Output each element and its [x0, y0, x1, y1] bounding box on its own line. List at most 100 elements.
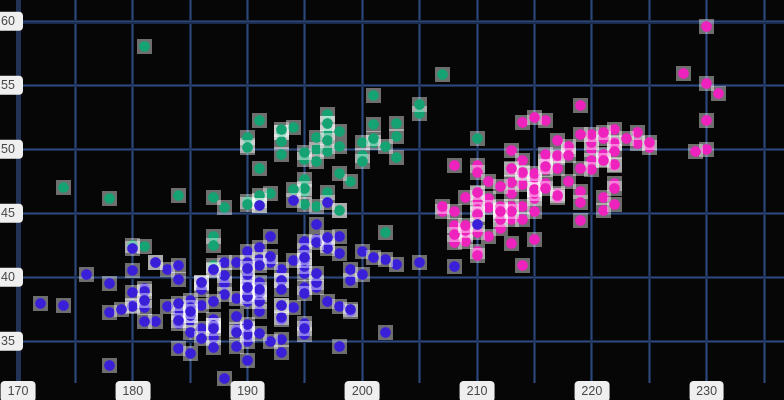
- data-point-green-cluster: [217, 200, 233, 216]
- data-point-green-cluster: [297, 145, 313, 161]
- data-point-blue-cluster: [217, 255, 233, 271]
- x-tick-label: 170: [0, 381, 36, 400]
- data-point-magenta-cluster: [572, 160, 588, 176]
- data-point-green-cluster: [343, 173, 359, 189]
- data-point-magenta-cluster: [492, 204, 508, 220]
- data-point-blue-cluster: [33, 296, 49, 312]
- data-point-magenta-cluster: [469, 247, 485, 263]
- data-point-green-cluster: [136, 238, 152, 254]
- data-point-blue-cluster: [412, 255, 428, 271]
- data-point-blue-cluster: [205, 261, 221, 277]
- data-point-magenta-cluster: [538, 113, 554, 129]
- data-point-blue-cluster: [320, 195, 336, 211]
- data-point-magenta-cluster: [538, 146, 554, 162]
- data-point-blue-cluster: [182, 324, 198, 340]
- data-point-magenta-cluster: [699, 113, 715, 129]
- data-point-magenta-cluster: [504, 186, 519, 202]
- data-point-green-cluster: [274, 122, 290, 138]
- data-point-green-cluster: [274, 146, 290, 162]
- data-point-blue-cluster: [125, 241, 141, 257]
- data-point-blue-cluster: [217, 287, 233, 303]
- x-tick-label: 220: [574, 381, 610, 400]
- data-point-magenta-cluster: [572, 213, 588, 229]
- data-point-blue-cluster: [308, 265, 324, 281]
- data-point-green-cluster: [297, 196, 313, 212]
- data-point-blue-cluster: [320, 293, 336, 309]
- data-point-blue-cluster: [240, 260, 256, 276]
- data-point-blue-cluster: [389, 256, 405, 272]
- data-point-magenta-cluster: [481, 200, 497, 216]
- data-point-blue-cluster: [171, 341, 187, 357]
- data-point-magenta-cluster: [446, 158, 462, 174]
- data-point-green-cluster: [308, 199, 324, 215]
- data-point-blue-cluster: [113, 301, 129, 317]
- data-point-magenta-cluster: [526, 109, 542, 125]
- data-point-magenta-cluster: [526, 204, 542, 220]
- data-point-blue-cluster: [56, 297, 72, 313]
- data-point-blue-cluster: [148, 255, 164, 271]
- data-point-blue-cluster: [159, 261, 175, 277]
- data-point-magenta-cluster: [607, 122, 623, 138]
- data-point-magenta-cluster: [515, 211, 531, 227]
- data-point-green-cluster: [251, 113, 267, 129]
- data-point-magenta-cluster: [515, 153, 531, 169]
- data-point-blue-cluster: [205, 320, 221, 336]
- data-point-magenta-cluster: [549, 147, 565, 163]
- data-point-magenta-cluster: [515, 164, 531, 180]
- data-point-green-cluster: [320, 132, 336, 148]
- data-point-green-cluster: [262, 186, 278, 202]
- data-point-blue-cluster: [240, 352, 256, 368]
- vertical-gridline: [15, 0, 21, 383]
- data-point-blue-cluster: [331, 228, 347, 244]
- data-point-green-cluster: [389, 115, 405, 131]
- x-tick-label: 200: [344, 381, 380, 400]
- horizontal-gridline: [0, 83, 784, 87]
- x-tick-label: 210: [459, 381, 495, 400]
- data-point-green-cluster: [412, 96, 428, 112]
- data-point-magenta-cluster: [607, 156, 623, 172]
- data-point-green-cluster: [308, 141, 324, 157]
- horizontal-gridline: [0, 275, 784, 279]
- data-point-blue-cluster: [297, 320, 313, 336]
- data-point-blue-cluster: [274, 310, 290, 326]
- data-point-blue-cluster: [136, 314, 152, 330]
- data-point-green-cluster: [331, 202, 347, 218]
- data-point-blue-cluster: [171, 296, 187, 312]
- data-point-blue-cluster: [228, 338, 244, 354]
- data-point-magenta-cluster: [618, 131, 634, 147]
- data-point-magenta-cluster: [538, 159, 554, 175]
- data-point-green-cluster: [205, 190, 221, 206]
- data-point-blue-cluster: [228, 255, 244, 271]
- data-point-blue-cluster: [262, 333, 278, 349]
- data-point-magenta-cluster: [515, 257, 531, 273]
- horizontal-gridline: [0, 339, 784, 343]
- data-point-blue-cluster: [262, 228, 278, 244]
- data-point-magenta-cluster: [515, 114, 531, 130]
- data-point-green-cluster: [377, 138, 393, 154]
- x-tick-label: 190: [230, 381, 265, 400]
- data-point-magenta-cluster: [446, 204, 462, 220]
- data-point-magenta-cluster: [458, 218, 474, 234]
- vertical-gridline: [188, 0, 192, 383]
- data-point-blue-cluster: [343, 273, 359, 289]
- data-point-magenta-cluster: [504, 142, 519, 158]
- data-point-blue-cluster: [182, 304, 198, 320]
- data-point-green-cluster: [240, 140, 256, 156]
- data-point-blue-cluster: [320, 241, 336, 257]
- y-tick-label: 55: [0, 75, 23, 95]
- data-point-magenta-cluster: [458, 190, 474, 206]
- data-point-blue-cluster: [274, 282, 290, 298]
- data-point-blue-cluster: [308, 234, 324, 250]
- data-point-blue-cluster: [217, 370, 233, 386]
- horizontal-gridline: [0, 19, 784, 24]
- data-point-green-cluster: [366, 117, 382, 133]
- data-point-blue-cluster: [377, 251, 393, 267]
- data-point-magenta-cluster: [504, 204, 519, 220]
- vertical-gridline: [131, 0, 135, 383]
- data-point-blue-cluster: [331, 298, 347, 314]
- data-point-blue-cluster: [251, 240, 267, 256]
- vertical-gridline: [705, 0, 709, 383]
- data-point-magenta-cluster: [584, 161, 600, 177]
- data-point-green-cluster: [354, 135, 370, 151]
